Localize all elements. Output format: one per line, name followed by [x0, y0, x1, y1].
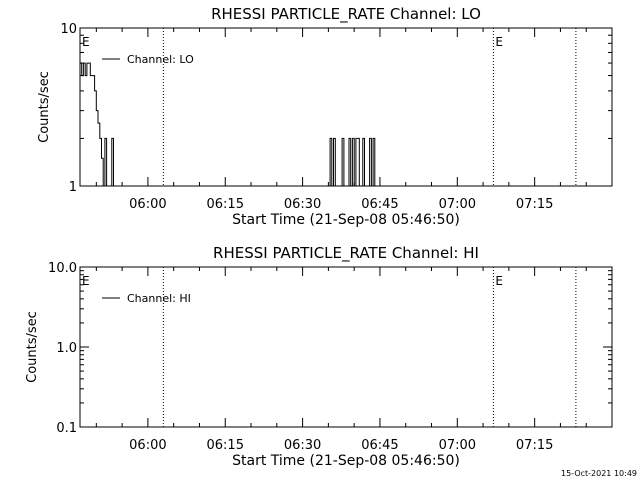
x-tick-label: 06:45	[361, 197, 398, 212]
chart-title: RHESSI PARTICLE_RATE Channel: LO	[211, 5, 481, 24]
chart-panel-2	[79, 266, 613, 428]
chart-title: RHESSI PARTICLE_RATE Channel: HI	[213, 244, 479, 263]
event-marker-label: E	[495, 274, 503, 288]
x-tick-label: 07:00	[439, 438, 476, 453]
event-marker-label: E	[495, 35, 503, 49]
x-tick-label: 06:00	[129, 438, 166, 453]
plot-frame	[79, 27, 613, 187]
event-marker-label: E	[82, 274, 90, 288]
x-tick-label: 07:15	[516, 197, 553, 212]
legend-entry: Channel: LO	[127, 53, 194, 66]
generation-timestamp: 15-Oct-2021 10:49	[561, 469, 637, 478]
event-marker-label: E	[82, 35, 90, 49]
x-tick-label: 06:45	[361, 438, 398, 453]
y-tick-label: 10	[60, 22, 77, 37]
y-axis-label: Counts/sec	[25, 311, 40, 383]
x-tick-label: 06:30	[284, 438, 321, 453]
y-tick-label: 10.0	[48, 261, 77, 276]
y-tick-label: 0.1	[56, 421, 77, 436]
y-axis-label: Counts/sec	[37, 71, 52, 143]
x-axis-label: Start Time (21-Sep-08 05:46:50)	[232, 212, 460, 228]
y-tick-label: 1.0	[56, 341, 77, 356]
x-tick-label: 07:15	[516, 438, 553, 453]
y-tick-label: 1	[69, 180, 77, 195]
x-axis-label: Start Time (21-Sep-08 05:46:50)	[232, 453, 460, 469]
x-tick-label: 06:15	[207, 197, 244, 212]
chart-panel-1	[79, 27, 613, 187]
x-tick-label: 06:00	[129, 197, 166, 212]
plot-frame	[79, 266, 613, 428]
series-line	[80, 62, 376, 187]
x-tick-label: 07:00	[439, 197, 476, 212]
x-tick-label: 06:15	[207, 438, 244, 453]
legend-entry: Channel: HI	[127, 292, 191, 305]
x-tick-label: 06:30	[284, 197, 321, 212]
